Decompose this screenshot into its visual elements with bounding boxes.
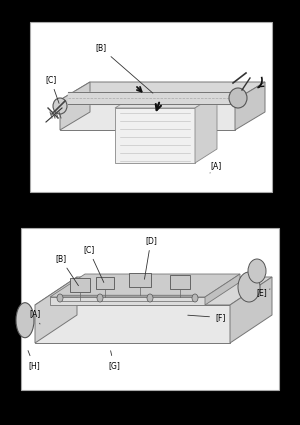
Polygon shape (35, 277, 272, 305)
Text: [B]: [B] (95, 43, 153, 93)
Polygon shape (35, 277, 77, 343)
Ellipse shape (57, 294, 63, 302)
Text: [C]: [C] (45, 75, 59, 103)
Text: [E]: [E] (256, 288, 270, 297)
Polygon shape (60, 100, 235, 130)
Text: [B]: [B] (55, 254, 79, 286)
Ellipse shape (238, 272, 260, 302)
Polygon shape (115, 94, 217, 108)
Ellipse shape (16, 303, 34, 338)
Polygon shape (60, 82, 265, 100)
Polygon shape (50, 297, 205, 305)
Text: [H]: [H] (28, 351, 40, 370)
Text: [G]: [G] (108, 351, 120, 370)
Polygon shape (235, 82, 265, 130)
Bar (70, 278, 90, 292)
Polygon shape (205, 274, 240, 305)
Ellipse shape (53, 98, 67, 114)
Text: [A]: [A] (210, 161, 221, 173)
Polygon shape (115, 108, 195, 163)
Text: [F]: [F] (188, 313, 225, 322)
Text: [A]: [A] (29, 309, 40, 324)
Text: [C]: [C] (83, 245, 104, 283)
Ellipse shape (147, 294, 153, 302)
Ellipse shape (192, 294, 198, 302)
Polygon shape (35, 305, 230, 343)
Polygon shape (230, 277, 272, 343)
Polygon shape (50, 274, 240, 297)
Ellipse shape (248, 259, 266, 283)
Bar (21, 228, 279, 390)
Bar (96, 277, 114, 289)
Bar (170, 275, 190, 289)
Bar (30, 22, 272, 192)
Bar (129, 273, 151, 287)
Ellipse shape (229, 88, 247, 108)
Text: [D]: [D] (145, 236, 157, 279)
Ellipse shape (97, 294, 103, 302)
Polygon shape (195, 94, 217, 163)
Polygon shape (60, 82, 90, 130)
